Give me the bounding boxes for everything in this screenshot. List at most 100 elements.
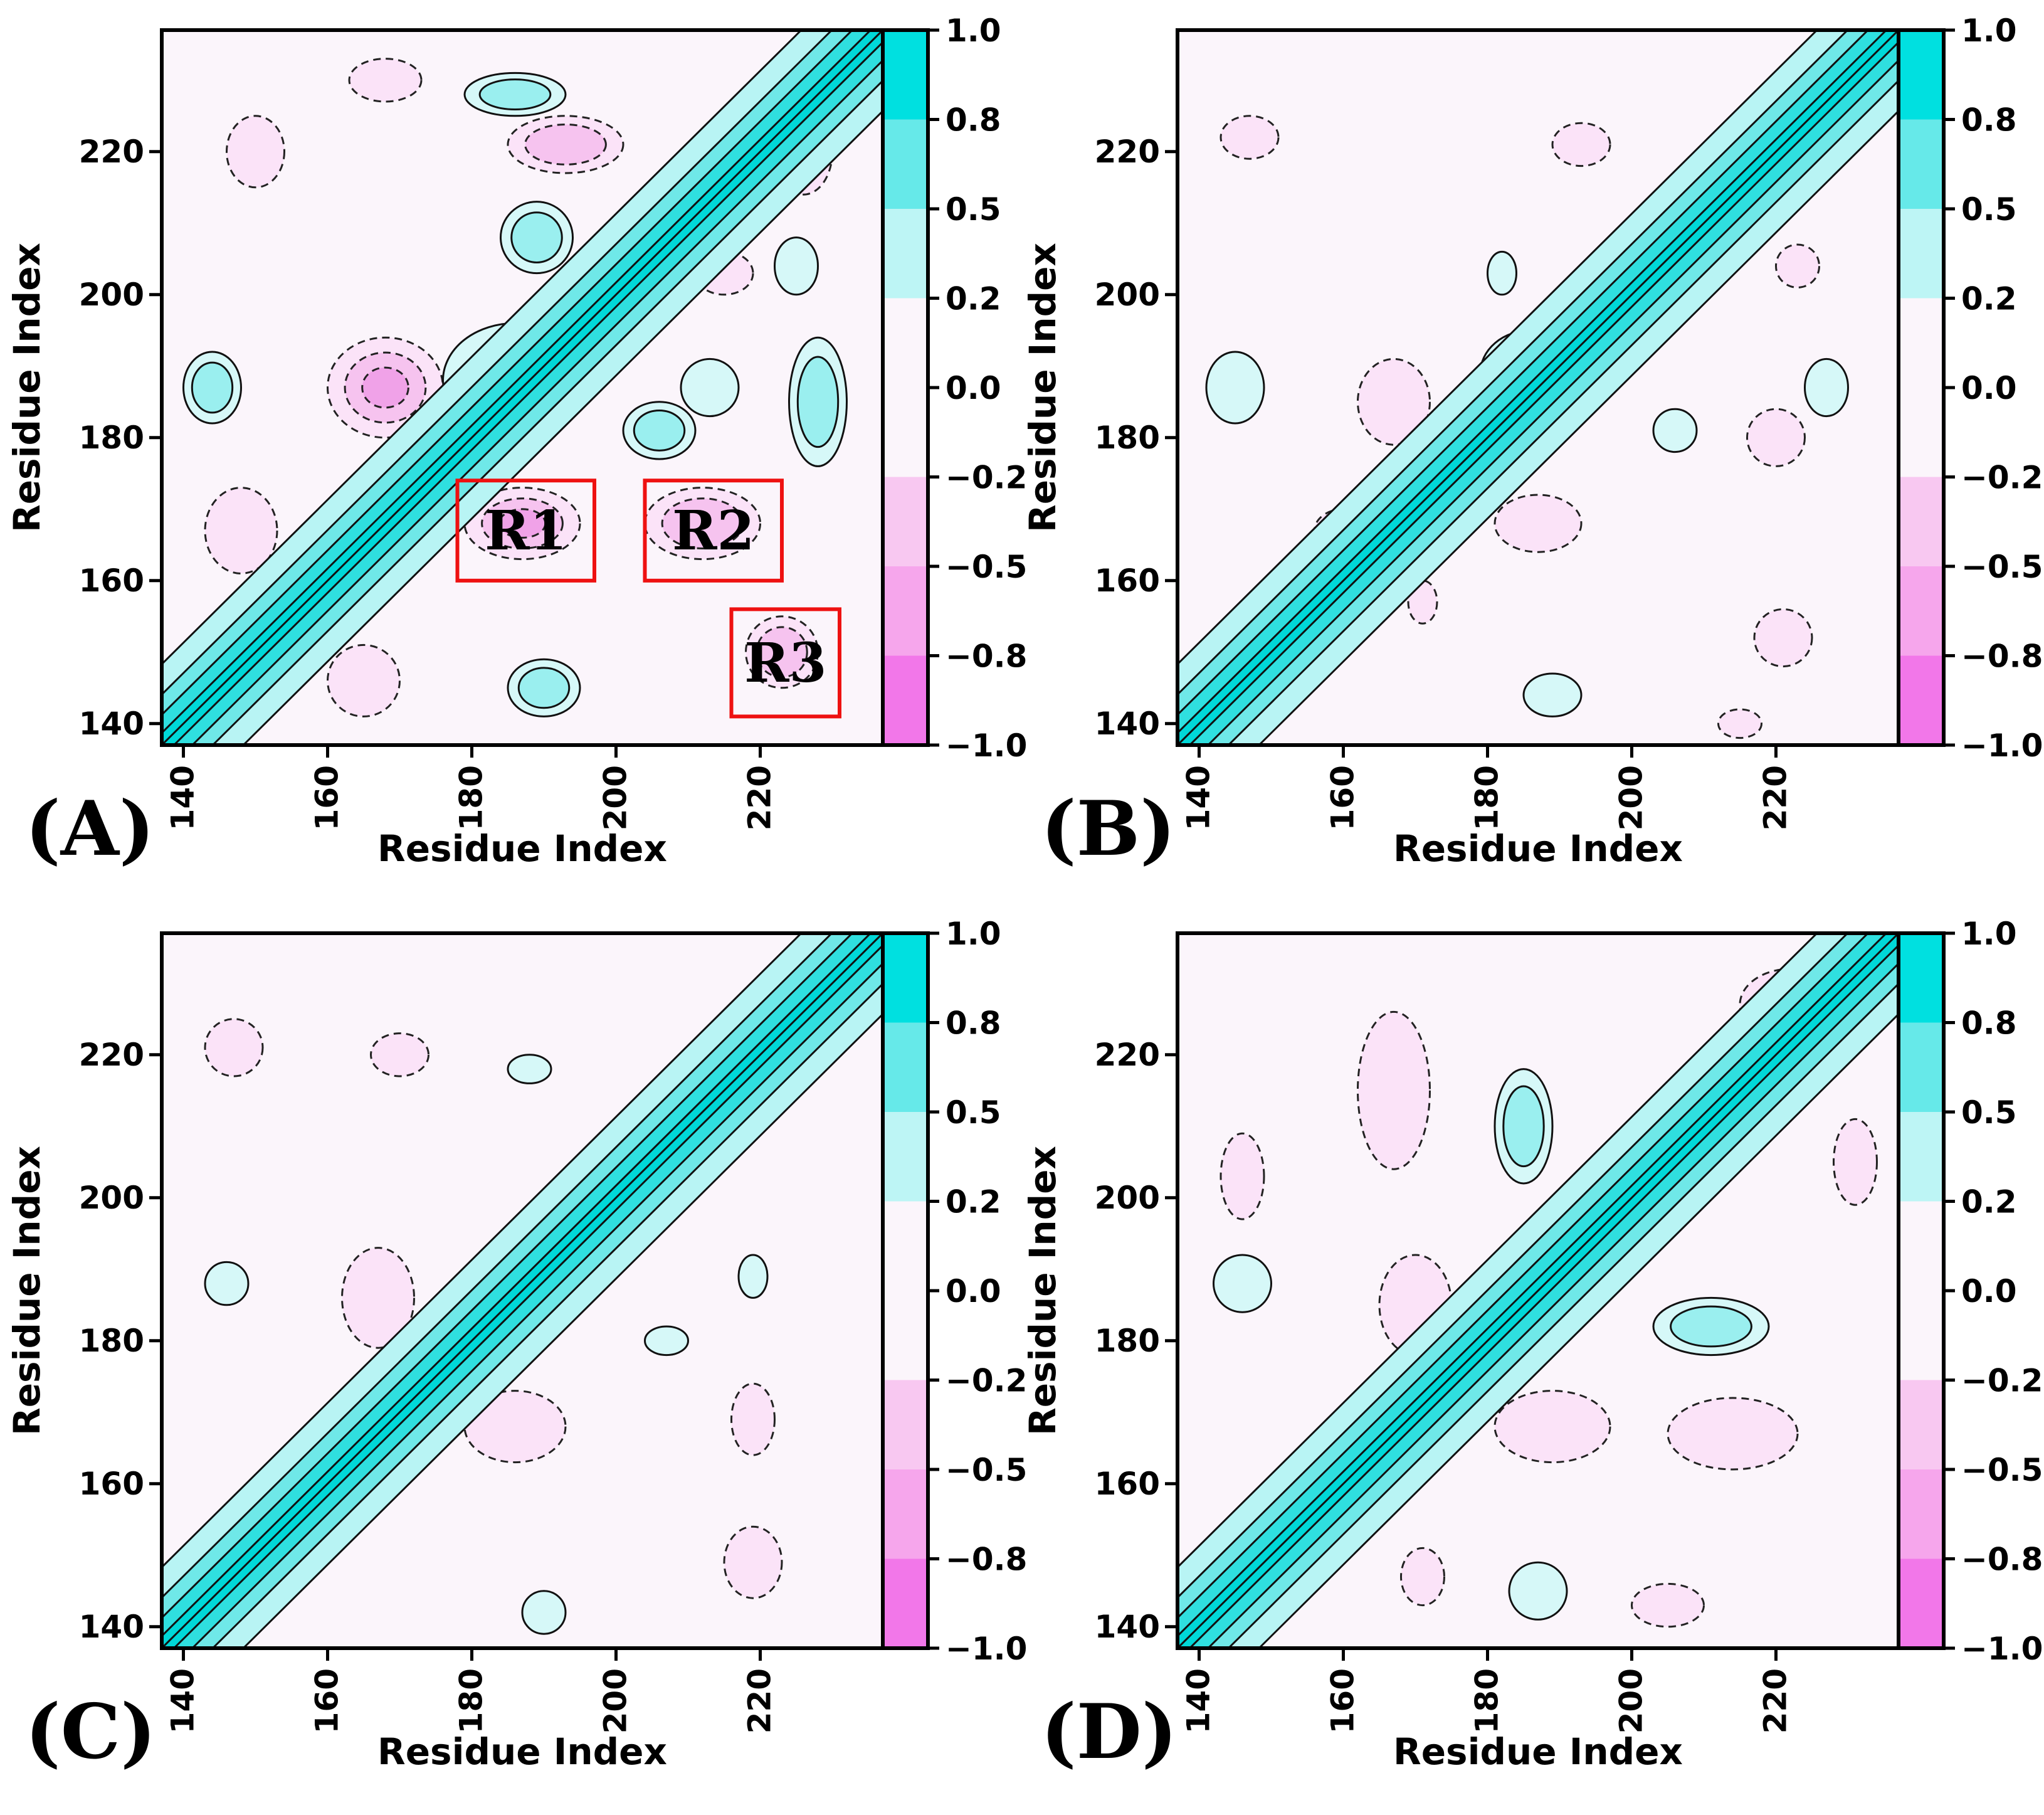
negative-contour bbox=[1407, 579, 1438, 625]
colorbar-tick-label: 0.2 bbox=[1961, 281, 2017, 317]
diagonal-band bbox=[1177, 933, 1899, 1648]
y-tick-label: 200 bbox=[79, 1180, 144, 1216]
positive-contour bbox=[510, 211, 563, 264]
colorbar-tick-label: −0.2 bbox=[946, 1363, 1027, 1399]
colorbar-tick-label: 0.2 bbox=[946, 281, 1001, 317]
colorbar-tick-label: −0.2 bbox=[1961, 460, 2043, 496]
colorbar-tick-label: −1.0 bbox=[1961, 1631, 2043, 1667]
colorbar-tick-label: −0.8 bbox=[946, 1542, 1027, 1578]
positive-contour bbox=[774, 236, 819, 296]
colorbar-band bbox=[1899, 655, 1944, 746]
y-tick-label: 160 bbox=[79, 563, 144, 599]
negative-correlation-region bbox=[1775, 243, 1820, 288]
y-tick-label: 220 bbox=[79, 134, 144, 170]
positive-correlation-region bbox=[204, 1261, 250, 1306]
panel-a: R1 R2 R3 140 160 180 200 220 140 160 180 200 220 Resi… bbox=[6, 13, 1027, 873]
panel-label: (C) bbox=[25, 1688, 156, 1776]
x-tick-label: 200 bbox=[1613, 765, 1650, 830]
colorbar-tick-label: 0.2 bbox=[946, 1184, 1001, 1220]
negative-contour bbox=[348, 58, 423, 103]
colorbar: 1.0 0.8 0.5 0.2 0.0 −0.2 −0.5 −0.8 −1.0 bbox=[881, 13, 1027, 764]
negative-contour bbox=[370, 1032, 429, 1077]
x-axis-label: Residue Index bbox=[1393, 1730, 1683, 1773]
x-tick-label: 220 bbox=[1757, 765, 1794, 830]
y-tick-label: 220 bbox=[1095, 134, 1160, 170]
colorbar-band bbox=[1899, 388, 1944, 477]
colorbar-band bbox=[1899, 1201, 1944, 1291]
y-tick-label: 200 bbox=[1095, 277, 1160, 313]
colorbar-tick-label: −0.2 bbox=[1961, 1363, 2043, 1399]
panel-label: (D) bbox=[1041, 1688, 1177, 1776]
colorbar: 1.0 0.8 0.5 0.2 0.0 −0.2 −0.5 −0.8 −1.0 bbox=[1897, 916, 2043, 1667]
y-tick-label: 140 bbox=[79, 706, 144, 742]
x-tick-label: 180 bbox=[453, 765, 490, 830]
colorbar-band bbox=[1899, 1112, 1944, 1202]
colorbar-tick-label: 1.0 bbox=[946, 13, 1001, 49]
negative-contour bbox=[1400, 1547, 1445, 1607]
colorbar-band bbox=[1899, 119, 1944, 209]
plot-body bbox=[162, 30, 883, 745]
x-tick-label: 140 bbox=[1181, 1668, 1217, 1733]
colorbar-band bbox=[1899, 30, 1944, 120]
negative-correlation-region bbox=[1357, 1010, 1431, 1170]
panel-label: (B) bbox=[1041, 785, 1176, 873]
positive-contour bbox=[1508, 1561, 1568, 1621]
negative-correlation-region bbox=[507, 115, 624, 174]
negative-correlation-region bbox=[1717, 708, 1762, 739]
negative-correlation-region bbox=[1753, 608, 1813, 668]
positive-contour bbox=[633, 409, 686, 452]
colorbar-band bbox=[883, 655, 928, 746]
negative-contour bbox=[226, 115, 285, 189]
positive-correlation-region bbox=[680, 357, 740, 418]
negative-correlation-region bbox=[463, 487, 581, 561]
negative-contour bbox=[1833, 1118, 1878, 1206]
negative-contour bbox=[361, 366, 409, 409]
positive-contour bbox=[1652, 408, 1698, 453]
colorbar-band bbox=[1899, 1558, 1944, 1649]
plot-body bbox=[1177, 30, 1899, 745]
x-tick-label: 220 bbox=[1757, 1668, 1794, 1733]
colorbar-tick-label: −1.0 bbox=[946, 728, 1027, 764]
colorbar-tick-label: −0.5 bbox=[946, 1452, 1027, 1488]
y-tick-label: 200 bbox=[1095, 1180, 1160, 1216]
positive-contour bbox=[1502, 1085, 1545, 1168]
colorbar-tick-label: −0.5 bbox=[946, 549, 1027, 585]
colorbar-band bbox=[1899, 1291, 1944, 1380]
diagonal-band bbox=[162, 933, 883, 1648]
positive-correlation-region bbox=[1652, 408, 1698, 453]
negative-correlation-region bbox=[1357, 357, 1431, 446]
positive-correlation-region bbox=[774, 236, 819, 296]
negative-contour bbox=[327, 643, 401, 717]
x-tick-label: 140 bbox=[165, 1668, 201, 1733]
positive-correlation-region bbox=[1487, 250, 1517, 296]
colorbar-tick-label: −0.5 bbox=[1961, 1452, 2043, 1488]
colorbar-band bbox=[1899, 1022, 1944, 1113]
colorbar-band bbox=[1899, 298, 1944, 388]
negative-contour bbox=[723, 1525, 783, 1599]
y-tick-label: 140 bbox=[1095, 706, 1160, 742]
region-rect bbox=[729, 607, 841, 719]
y-tick-label: 140 bbox=[79, 1609, 144, 1645]
x-tick-label: 220 bbox=[742, 765, 778, 830]
colorbar-band bbox=[883, 298, 928, 388]
positive-contour bbox=[1487, 250, 1517, 296]
negative-contour bbox=[1717, 708, 1762, 739]
colorbar: 1.0 0.8 0.5 0.2 0.0 −0.2 −0.5 −0.8 −1.0 bbox=[1897, 13, 2043, 764]
positive-contour bbox=[796, 356, 840, 448]
negative-correlation-region bbox=[1667, 1397, 1799, 1471]
negative-correlation-region bbox=[745, 615, 819, 689]
colorbar-band bbox=[883, 1380, 928, 1470]
negative-contour bbox=[1667, 1397, 1799, 1471]
positive-correlation-region bbox=[507, 1054, 552, 1084]
y-axis-label: Residue Index bbox=[6, 243, 48, 532]
x-tick-label: 160 bbox=[309, 765, 345, 830]
y-tick-label: 220 bbox=[1095, 1037, 1160, 1073]
negative-correlation-region bbox=[341, 1247, 415, 1349]
positive-correlation-region bbox=[1213, 1254, 1272, 1313]
negative-correlation-region bbox=[1833, 1118, 1878, 1206]
x-tick-label: 140 bbox=[1181, 765, 1217, 830]
positive-contour bbox=[1213, 1254, 1272, 1313]
positive-contour bbox=[1522, 672, 1583, 717]
negative-contour bbox=[1357, 357, 1431, 446]
